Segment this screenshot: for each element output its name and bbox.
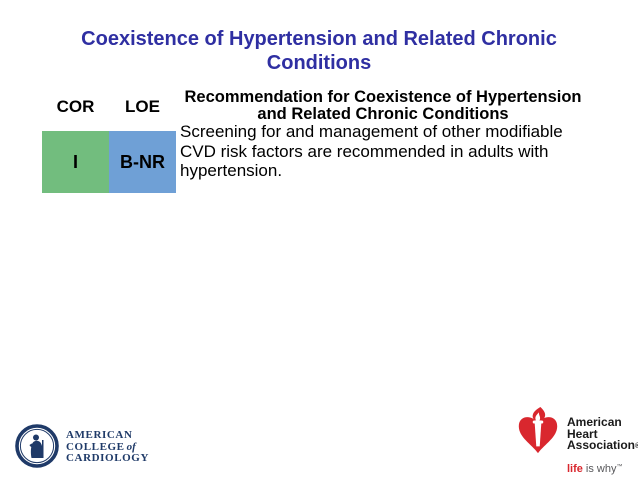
loe-column-header: LOE xyxy=(125,97,160,116)
aha-wordmark-line2: Heart xyxy=(567,426,598,441)
acc-logo: AMERICAN COLLEGE of CARDIOLOGY xyxy=(15,424,149,468)
acc-seal-icon xyxy=(15,424,59,468)
acc-of-italic: of xyxy=(126,440,136,453)
aha-tagline: life is why™ xyxy=(567,462,638,476)
trademark-mark: ™ xyxy=(616,463,623,470)
acc-wordmark-line2: COLLEGE of xyxy=(66,440,136,453)
cor-value-cell: I xyxy=(42,131,109,193)
recommendation-body-text: Screening for and management of other mo… xyxy=(180,122,563,180)
registered-mark: ® xyxy=(635,443,638,450)
aha-wordmark-line3: Association® xyxy=(567,439,638,453)
recommendation-heading: Recommendation for Coexistence of Hypert… xyxy=(184,88,582,123)
acc-wordmark: AMERICAN COLLEGE of CARDIOLOGY xyxy=(66,429,150,465)
aha-wordmark: American Heart Association® life is why™ xyxy=(567,415,638,476)
acc-wordmark-line1: AMERICAN xyxy=(66,429,133,441)
cor-column-header: COR xyxy=(56,97,95,116)
aha-tagline-life: life xyxy=(567,462,583,475)
slide-title: Coexistence of Hypertension and Related … xyxy=(81,28,557,74)
acc-wordmark-line3: CARDIOLOGY xyxy=(66,452,150,464)
aha-wordmark-line1: American xyxy=(567,415,622,429)
loe-value-cell: B-NR xyxy=(109,131,176,193)
aha-heart-torch-icon xyxy=(518,407,558,454)
aha-tagline-rest: is why xyxy=(585,462,617,475)
